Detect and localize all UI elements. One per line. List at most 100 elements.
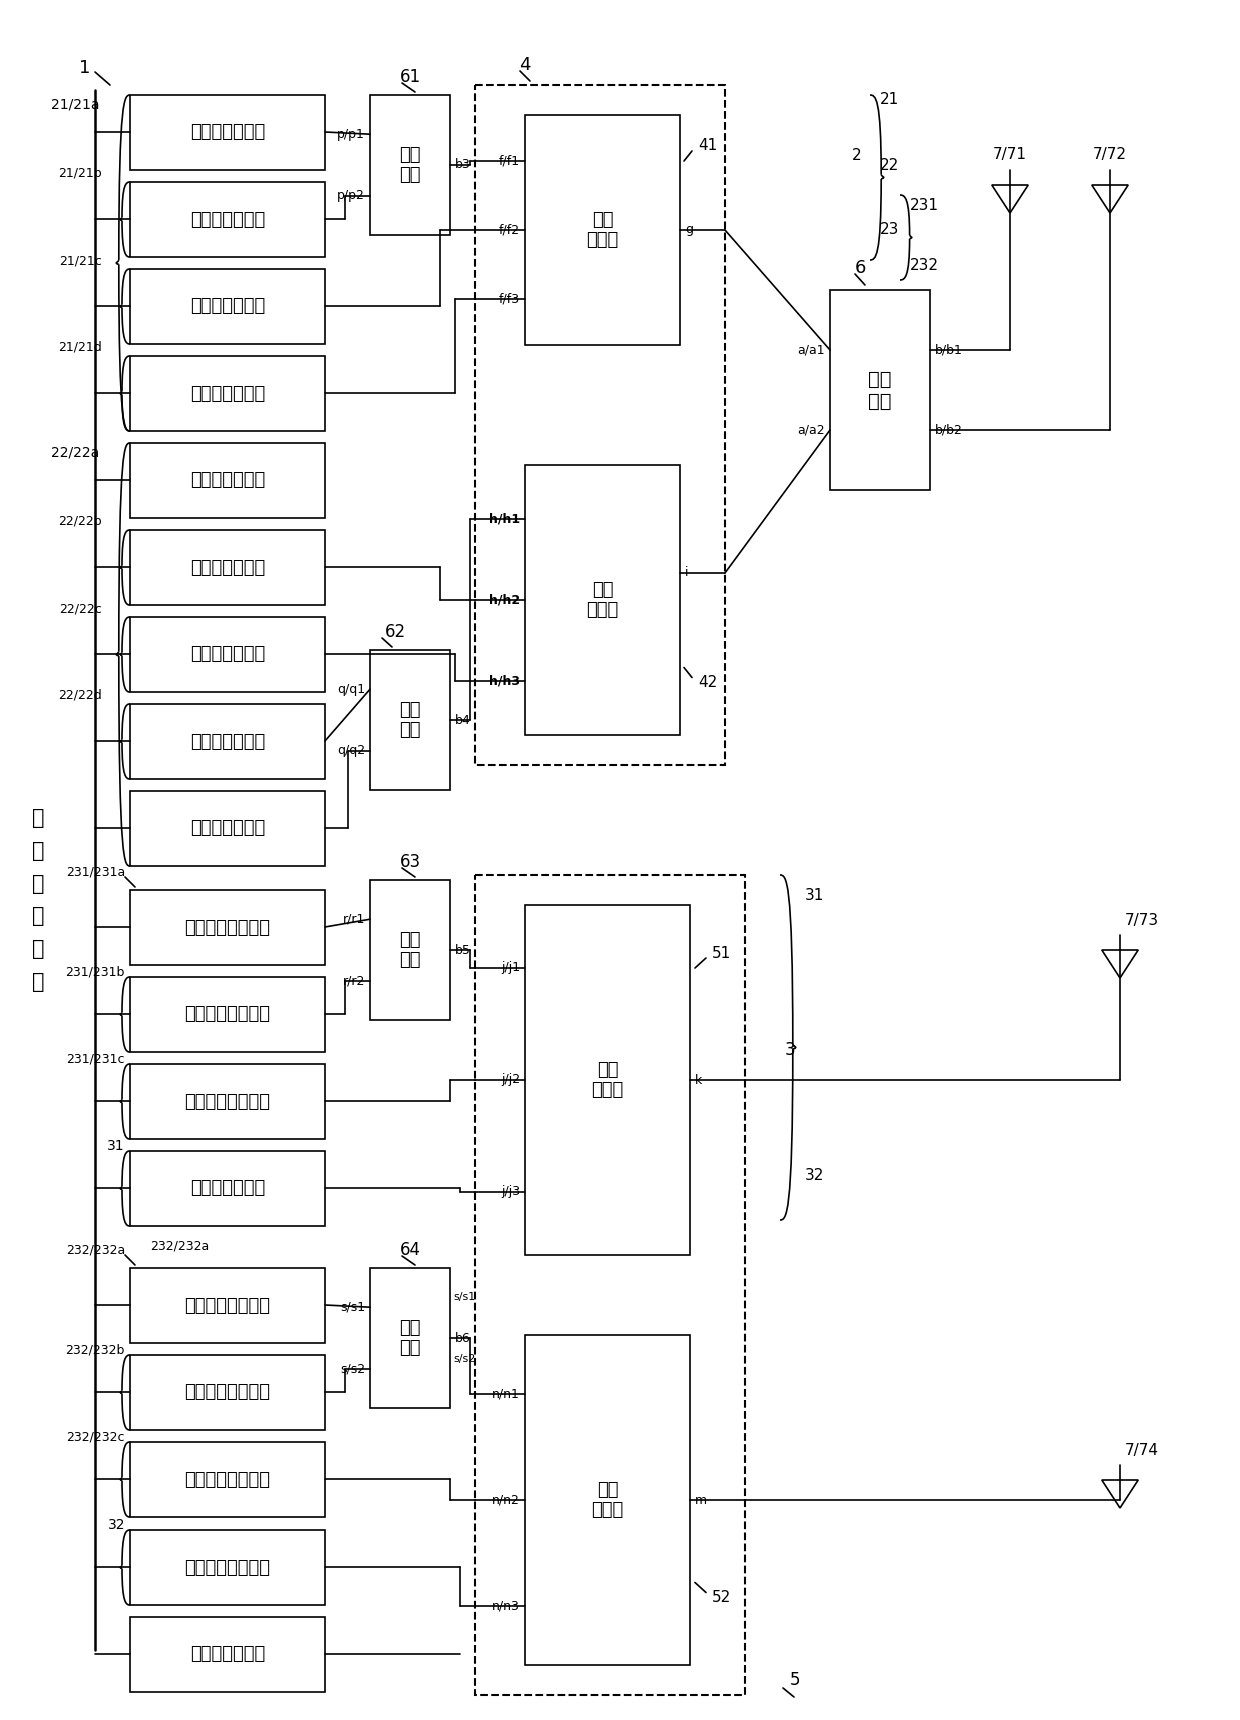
Text: 32: 32 [805, 1168, 825, 1183]
Bar [130, 889, 325, 965]
Text: 第二射频收发器: 第二射频收发器 [190, 1180, 265, 1197]
Text: 第二
开关: 第二 开关 [399, 146, 420, 184]
Text: 42: 42 [698, 674, 717, 690]
Text: 52: 52 [712, 1589, 732, 1605]
Text: 第二子分集接收器: 第二子分集接收器 [185, 1297, 270, 1314]
Bar [370, 650, 450, 789]
Text: 232/232a: 232/232a [66, 1244, 125, 1257]
Text: 22/22a: 22/22a [51, 445, 99, 459]
Text: 21: 21 [880, 93, 899, 107]
Text: f/f1: f/f1 [498, 155, 520, 167]
Text: s/s2: s/s2 [453, 1354, 475, 1364]
Text: 21/21b: 21/21b [58, 167, 102, 181]
Text: f/f2: f/f2 [498, 224, 520, 237]
Text: 第一射频收发器: 第一射频收发器 [190, 298, 265, 315]
Bar [130, 1065, 325, 1139]
Text: 22/22c: 22/22c [60, 602, 102, 616]
Bar [475, 84, 725, 765]
Text: 第一射频收发器: 第一射频收发器 [190, 385, 265, 402]
Text: 第三
开关: 第三 开关 [399, 700, 420, 740]
Bar [130, 1531, 325, 1605]
Bar [370, 881, 450, 1020]
Text: 41: 41 [698, 139, 717, 153]
Text: 第一子分集接收器: 第一子分集接收器 [185, 918, 270, 936]
Text: 第四
合路器: 第四 合路器 [591, 1481, 624, 1519]
Text: q/q1: q/q1 [337, 683, 365, 695]
Text: 51: 51 [712, 946, 732, 960]
Text: 31: 31 [108, 1139, 125, 1152]
Text: 22/22d: 22/22d [58, 690, 102, 702]
Text: 第二分集接收器: 第二分集接收器 [190, 1646, 265, 1663]
Text: r/r1: r/r1 [342, 913, 365, 925]
Text: 232/232c: 232/232c [67, 1431, 125, 1443]
Text: 第一射频收发器: 第一射频收发器 [190, 210, 265, 229]
Bar [130, 95, 325, 170]
Text: h/h3: h/h3 [489, 674, 520, 688]
Text: m: m [694, 1493, 707, 1507]
Text: 5: 5 [790, 1672, 801, 1689]
Text: 23: 23 [880, 222, 899, 237]
Bar [370, 1268, 450, 1409]
Text: b6: b6 [455, 1331, 471, 1345]
Text: h/h1: h/h1 [489, 513, 520, 526]
Text: n/n1: n/n1 [492, 1388, 520, 1400]
Text: p/p2: p/p2 [337, 189, 365, 203]
Text: 第二子分集接收器: 第二子分集接收器 [185, 1558, 270, 1577]
Bar [130, 1268, 325, 1343]
Bar [130, 356, 325, 432]
Text: 231/231c: 231/231c [67, 1053, 125, 1065]
Text: 232/232b: 232/232b [66, 1343, 125, 1357]
Text: s/s1: s/s1 [453, 1292, 475, 1302]
Text: 第五
开关: 第五 开关 [399, 1319, 420, 1357]
Text: i: i [684, 566, 688, 580]
Bar [525, 115, 680, 346]
Text: 64: 64 [399, 1242, 420, 1259]
Text: 62: 62 [384, 623, 407, 642]
Text: b/b2: b/b2 [935, 423, 963, 437]
Text: 第一
开关: 第一 开关 [868, 370, 892, 411]
Text: 第二子分集接收器: 第二子分集接收器 [185, 1471, 270, 1488]
Bar [830, 291, 930, 490]
Bar [130, 1151, 325, 1226]
Text: 第二
合路器: 第二 合路器 [587, 581, 619, 619]
Bar [130, 977, 325, 1053]
Text: 3: 3 [785, 1041, 796, 1060]
Bar [130, 1441, 325, 1517]
Text: b5: b5 [455, 944, 471, 956]
Text: 61: 61 [399, 69, 420, 86]
Text: 22/22b: 22/22b [58, 514, 102, 528]
Text: 7/72: 7/72 [1092, 148, 1127, 162]
Bar [130, 182, 325, 256]
Text: j/j3: j/j3 [501, 1185, 520, 1199]
Text: r/r2: r/r2 [342, 974, 365, 987]
Text: 第一分集接收器: 第一分集接收器 [190, 645, 265, 664]
Text: 第一子分集接收器: 第一子分集接收器 [185, 1092, 270, 1111]
Text: b3: b3 [455, 158, 471, 172]
Text: 射
频
控
制
模
块: 射 频 控 制 模 块 [32, 808, 45, 992]
Text: 第三
合路器: 第三 合路器 [591, 1061, 624, 1099]
Text: 2: 2 [852, 148, 862, 162]
Bar [475, 875, 745, 1694]
Text: 6: 6 [854, 260, 866, 277]
Bar [130, 617, 325, 691]
Text: s/s2: s/s2 [340, 1362, 365, 1376]
Bar [130, 791, 325, 865]
Bar [130, 703, 325, 779]
Text: 第一分集接收器: 第一分集接收器 [190, 819, 265, 838]
Bar [525, 464, 680, 734]
Text: 231: 231 [910, 198, 939, 213]
Text: 7/73: 7/73 [1125, 913, 1159, 927]
Text: 22: 22 [880, 158, 899, 172]
Text: p/p1: p/p1 [337, 127, 365, 141]
Text: h/h2: h/h2 [489, 593, 520, 607]
Text: 231/231a: 231/231a [66, 865, 125, 879]
Text: 232/232a: 232/232a [150, 1240, 210, 1252]
Bar [130, 530, 325, 605]
Text: 1: 1 [79, 58, 91, 77]
Text: 21/21a: 21/21a [51, 96, 99, 112]
Bar [130, 444, 325, 518]
Text: s/s1: s/s1 [340, 1300, 365, 1314]
Bar [370, 95, 450, 236]
Text: 第二子分集接收器: 第二子分集接收器 [185, 1383, 270, 1402]
Text: n/n2: n/n2 [492, 1493, 520, 1507]
